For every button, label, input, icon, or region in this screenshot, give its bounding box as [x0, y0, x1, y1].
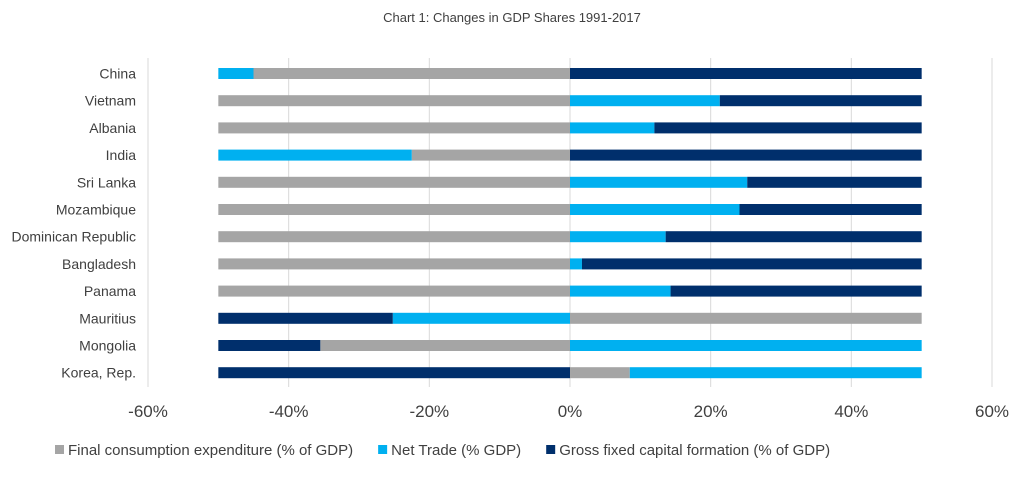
legend-swatch-1: [55, 445, 64, 454]
bar-2-4: [218, 149, 412, 161]
bar-1-4: [411, 149, 570, 161]
legend-label-1: Final consumption expenditure (% of GDP): [68, 442, 353, 459]
bar-3-10: [218, 312, 393, 324]
bar-2-10: [392, 312, 570, 324]
bar-3-3: [654, 122, 922, 134]
x-tick-label: -40%: [269, 402, 309, 421]
x-tick-label: -60%: [128, 402, 168, 421]
bar-3-11: [218, 340, 321, 351]
bar-2-7: [570, 231, 666, 243]
bar-1-5: [218, 176, 571, 188]
bar-3-5: [747, 176, 922, 188]
x-tick-label: 0%: [558, 402, 583, 421]
bar-3-12: [218, 367, 571, 379]
bar-3-6: [739, 204, 922, 215]
bar-2-2: [570, 95, 720, 107]
bar-1-12: [570, 367, 630, 379]
chart-title: Chart 1: Changes in GDP Shares 1991-2017: [383, 10, 641, 25]
category-label: Mozambique: [56, 202, 136, 218]
bars: [218, 68, 922, 379]
category-label: Korea, Rep.: [61, 365, 136, 381]
legend-swatch-3: [546, 445, 556, 454]
category-label: India: [106, 147, 137, 163]
x-tick-label: -20%: [409, 402, 449, 421]
x-tick-label: 40%: [834, 402, 868, 421]
category-label: Vietnam: [85, 93, 136, 109]
bar-1-9: [218, 285, 571, 297]
bar-2-11: [570, 340, 922, 351]
bar-3-1: [570, 68, 922, 79]
bar-3-7: [665, 231, 922, 243]
category-label: Mauritius: [79, 310, 136, 326]
category-label: Albania: [89, 120, 136, 136]
bar-1-7: [218, 231, 571, 243]
x-tick-label: 60%: [975, 402, 1009, 421]
category-label: Panama: [84, 283, 136, 299]
bar-1-8: [218, 258, 571, 270]
bar-1-10: [570, 312, 922, 324]
gridlines: [147, 58, 993, 387]
category-label: Dominican Republic: [11, 229, 136, 245]
bar-2-6: [570, 204, 740, 215]
category-label: Bangladesh: [62, 256, 136, 272]
legend-label-2: Net Trade (% GDP): [391, 442, 521, 459]
bar-2-8: [570, 258, 582, 270]
bar-3-4: [570, 149, 922, 161]
bar-1-2: [218, 95, 571, 107]
bar-1-1: [253, 68, 570, 79]
x-axis-ticks: -60% -40% -20% 0% 20% 40% 60%: [128, 402, 1009, 421]
bar-2-5: [570, 176, 748, 188]
bar-1-11: [320, 340, 570, 351]
bar-3-8: [581, 258, 922, 270]
legend: Final consumption expenditure (% of GDP)…: [55, 442, 830, 459]
legend-label-3: Gross fixed capital formation (% of GDP): [559, 442, 830, 459]
category-label: Mongolia: [79, 338, 136, 354]
bar-3-2: [719, 95, 922, 107]
bar-2-9: [570, 285, 671, 297]
x-tick-label: 20%: [694, 402, 728, 421]
category-label: China: [99, 66, 136, 82]
bar-2-12: [629, 367, 922, 379]
category-label: Sri Lanka: [77, 174, 136, 190]
legend-swatch-2: [378, 445, 388, 454]
category-labels: China Vietnam Albania India Sri Lanka Mozambi…: [11, 66, 136, 381]
bar-1-3: [218, 122, 571, 134]
bar-2-1: [218, 68, 254, 79]
bar-3-9: [670, 285, 922, 297]
bar-1-6: [218, 204, 571, 215]
bar-2-3: [570, 122, 655, 134]
